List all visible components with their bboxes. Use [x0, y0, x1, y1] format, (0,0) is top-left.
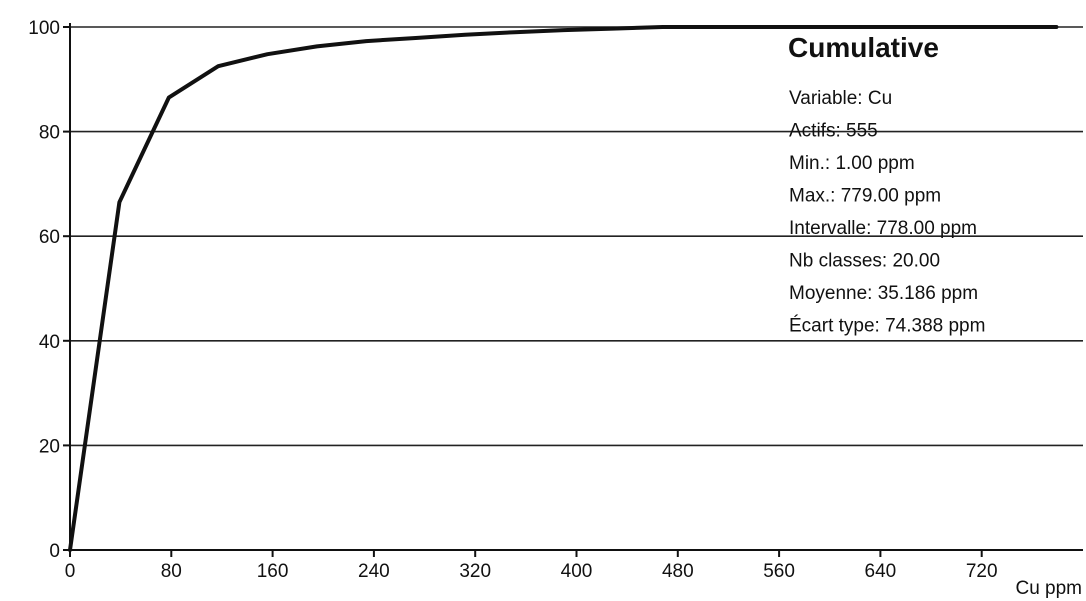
curve-point-7: [414, 36, 417, 40]
info-line-2: Min.: 1.00 ppm: [789, 153, 915, 174]
curve-point-15: [809, 25, 812, 29]
curve-point-20: [1055, 25, 1058, 29]
curve-point-11: [612, 27, 615, 30]
curve-point-1: [118, 201, 121, 204]
axes: [64, 23, 1083, 552]
x-tick-label-400: 400: [561, 561, 593, 582]
statistics-box: Cumulative Variable: Cu Actifs: 555 Min.: …: [788, 32, 985, 337]
y-tick-label-100: 100: [28, 18, 60, 39]
x-tick-label-160: 160: [257, 561, 289, 582]
info-line-4: Intervalle: 778.00 ppm: [789, 218, 977, 239]
x-tick-label-480: 480: [662, 561, 694, 582]
curve-point-19: [1007, 25, 1010, 29]
info-line-7: Écart type: 74.388 ppm: [789, 316, 985, 337]
x-tick-label-240: 240: [358, 561, 390, 582]
curve-point-3: [216, 65, 220, 68]
x-tick-label-560: 560: [763, 561, 795, 582]
info-line-0: Variable: Cu: [789, 88, 892, 109]
series: [68, 25, 1059, 552]
y-tick-label-60: 60: [39, 227, 60, 248]
curve-point-10: [562, 28, 566, 32]
info-line-5: Nb classes: 20.00: [789, 251, 940, 272]
y-tick-label-20: 20: [39, 436, 60, 457]
x-tick-label-0: 0: [65, 561, 76, 582]
info-line-1: Actifs: 555: [789, 121, 878, 142]
x-tick-label-640: 640: [865, 561, 897, 582]
curve-point-5: [315, 45, 319, 48]
curve-point-0: [68, 548, 72, 552]
curve-point-2: [167, 96, 170, 99]
curve-point-12: [661, 25, 664, 29]
curve-point-4: [266, 52, 269, 56]
curve-point-8: [463, 33, 467, 37]
curve-point-18: [957, 25, 961, 29]
x-axis-ticks: 0 80 160 240 320 400 480 560 640 720: [65, 550, 998, 582]
curve-point-16: [858, 25, 862, 29]
curve-point-14: [760, 25, 763, 29]
curve-point-13: [710, 25, 714, 29]
x-axis-title: Cu ppm: [1015, 578, 1082, 599]
y-axis-ticks: 0 20 40 60 80 100: [28, 18, 70, 562]
y-tick-label-80: 80: [39, 123, 60, 144]
y-tick-label-0: 0: [49, 541, 60, 562]
x-tick-label-320: 320: [459, 561, 491, 582]
curve-point-17: [908, 25, 911, 29]
x-tick-label-720: 720: [966, 561, 998, 582]
curve-point-9: [513, 31, 516, 34]
y-tick-label-40: 40: [39, 332, 60, 353]
curve-point-6: [365, 39, 368, 43]
info-line-6: Moyenne: 35.186 ppm: [789, 283, 978, 304]
info-line-3: Max.: 779.00 ppm: [789, 186, 941, 207]
grid-lines: [70, 26, 1083, 447]
info-title: Cumulative: [788, 32, 939, 63]
x-tick-label-80: 80: [161, 561, 182, 582]
